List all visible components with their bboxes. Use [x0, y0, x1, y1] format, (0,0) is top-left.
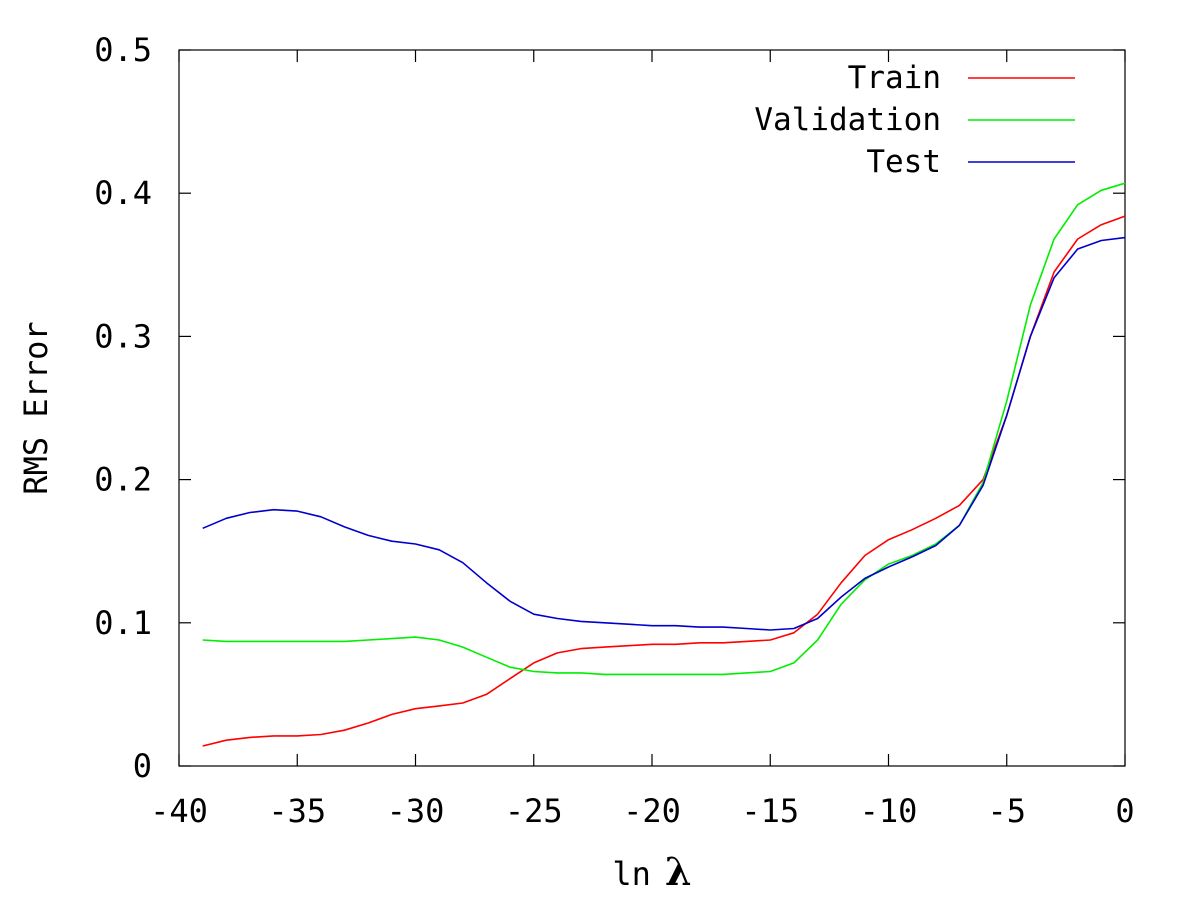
- legend-label-train: Train: [848, 60, 941, 96]
- x-tick-label: -15: [741, 792, 799, 830]
- x-tick-label: -10: [860, 792, 918, 830]
- legend-label-test: Test: [866, 144, 941, 180]
- x-tick-label: -30: [387, 792, 445, 830]
- x-tick-label: -25: [505, 792, 563, 830]
- y-tick-label: 0: [133, 747, 152, 785]
- x-tick-label: 0: [1115, 792, 1134, 830]
- y-tick-label: 0.4: [94, 174, 152, 212]
- x-axis-title-prefix: ln: [612, 855, 651, 893]
- x-tick-label: -40: [150, 792, 208, 830]
- y-tick-label: 0.3: [94, 317, 152, 355]
- series-line-train: [202, 215, 1126, 747]
- y-tick-label: 0.1: [94, 604, 152, 642]
- lambda-symbol: λ: [665, 849, 692, 894]
- y-axis-title: RMS Error: [17, 321, 55, 494]
- series-line-validation: [202, 182, 1126, 676]
- y-tick-label: 0.2: [94, 461, 152, 499]
- legend-label-validation: Validation: [754, 102, 941, 138]
- x-tick-label: -35: [268, 792, 326, 830]
- y-tick-label: 0.5: [94, 31, 152, 69]
- series-line-test: [202, 236, 1126, 631]
- x-axis-title: ln λ: [612, 849, 691, 894]
- x-tick-label: -20: [623, 792, 681, 830]
- x-tick-label: -5: [987, 792, 1026, 830]
- plot-border: [178, 49, 1126, 767]
